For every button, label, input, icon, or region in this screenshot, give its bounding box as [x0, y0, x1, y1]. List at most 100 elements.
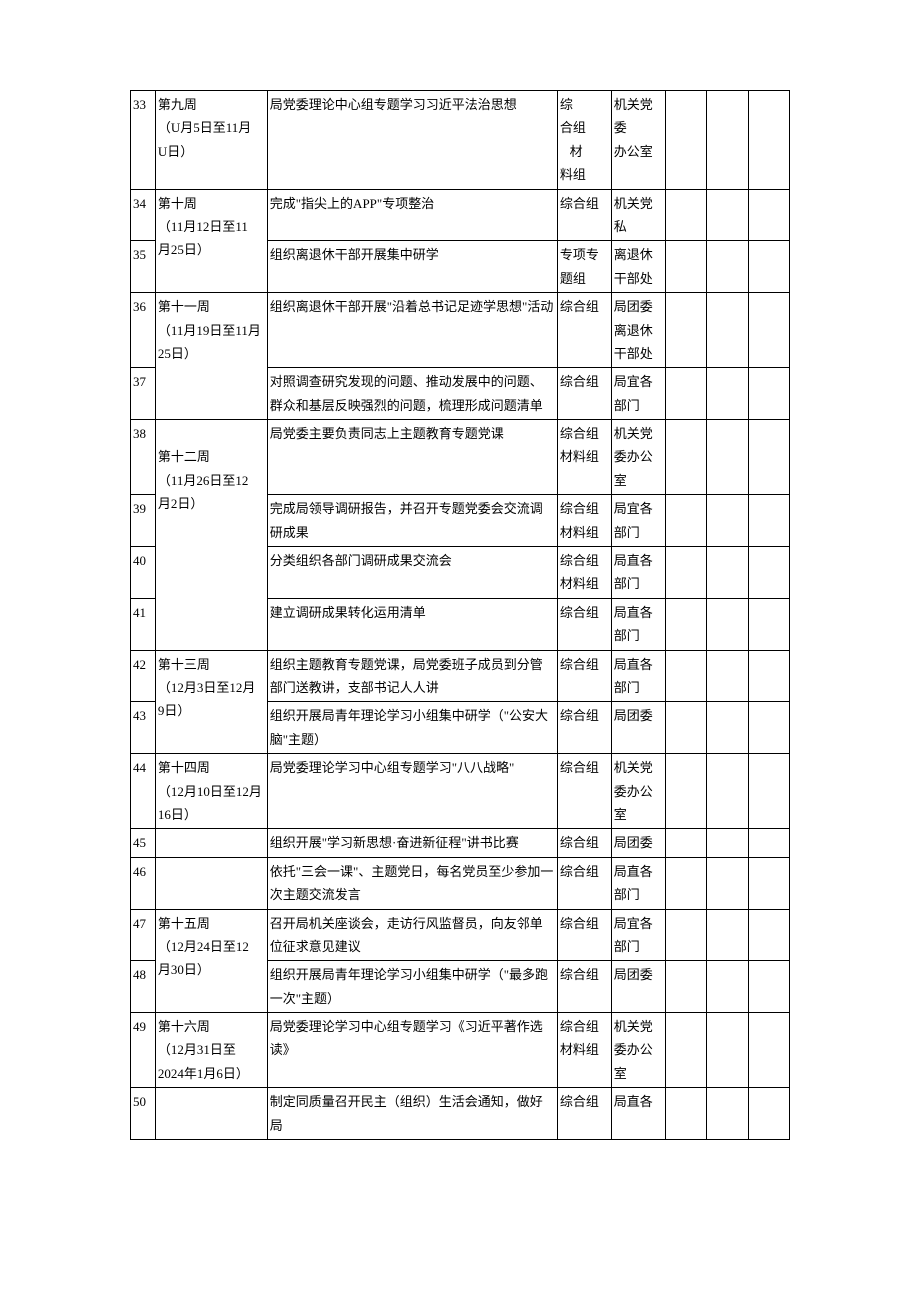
cell-task: 分类组织各部门调研成果交流会 [267, 547, 557, 599]
cell-no: 37 [131, 368, 156, 420]
cell-group: 综合组 [557, 702, 611, 754]
cell-task: 完成"指尖上的APP"专项整治 [267, 189, 557, 241]
cell-group: 综合组材料组 [557, 547, 611, 599]
cell-task: 组织离退休干部开展"沿着总书记足迹学思想"活动 [267, 293, 557, 368]
cell-dept: 局团委 [611, 829, 665, 857]
cell-dept: 局宜各部门 [611, 368, 665, 420]
cell-task: 局党委主要负责同志上主题教育专题党课 [267, 420, 557, 495]
table-row: 42 第十三周（12月3日至12月9日） 组织主题教育专题党课，局党委班子成员到… [131, 650, 790, 702]
cell-blank [748, 495, 790, 547]
cell-blank [748, 420, 790, 495]
cell-group: 综合组 [557, 754, 611, 829]
cell-blank [707, 547, 748, 599]
cell-blank [665, 420, 706, 495]
cell-blank [748, 241, 790, 293]
cell-group: 综合组 [557, 1088, 611, 1140]
cell-task: 组织开展"学习新思想·奋进新征程"讲书比赛 [267, 829, 557, 857]
cell-blank [707, 857, 748, 909]
cell-dept: 局直各部门 [611, 547, 665, 599]
cell-no: 35 [131, 241, 156, 293]
cell-week: 第十四周（12月10日至12月16日） [155, 754, 267, 829]
cell-group: 综合组 [557, 293, 611, 368]
cell-week: 第十二周（11月26日至12月2日） [155, 420, 267, 651]
cell-blank [748, 189, 790, 241]
cell-blank [748, 293, 790, 368]
cell-task: 局党委理论中心组专题学习习近平法治思想 [267, 91, 557, 190]
cell-group: 综合组 [557, 650, 611, 702]
table-row: 34 第十周（11月12日至11月25日） 完成"指尖上的APP"专项整治 综合… [131, 189, 790, 241]
cell-week [155, 857, 267, 909]
cell-week [155, 1088, 267, 1140]
cell-blank [665, 754, 706, 829]
cell-group: 综合组 [557, 857, 611, 909]
cell-week: 第十一周（11月19日至11月25日） [155, 293, 267, 420]
cell-blank [748, 547, 790, 599]
cell-no: 39 [131, 495, 156, 547]
table-row: 47 第十五周（12月24日至12月30日） 召开局机关座谈会，走访行风监督员，… [131, 909, 790, 961]
table-row: 46 依托"三会一课"、主题党日，每名党员至少参加一次主题交流发言 综合组 局直… [131, 857, 790, 909]
cell-blank [748, 1088, 790, 1140]
cell-blank [707, 495, 748, 547]
cell-blank [707, 368, 748, 420]
cell-group: 综合组 [557, 961, 611, 1013]
cell-no: 33 [131, 91, 156, 190]
cell-blank [665, 368, 706, 420]
cell-no: 46 [131, 857, 156, 909]
cell-blank [665, 857, 706, 909]
table-row: 38 第十二周（11月26日至12月2日） 局党委主要负责同志上主题教育专题党课… [131, 420, 790, 495]
cell-blank [707, 1013, 748, 1088]
cell-blank [665, 495, 706, 547]
cell-blank [665, 241, 706, 293]
cell-task: 局党委理论学习中心组专题学习《习近平著作选读》 [267, 1013, 557, 1088]
cell-no: 44 [131, 754, 156, 829]
cell-blank [707, 189, 748, 241]
cell-task: 召开局机关座谈会，走访行风监督员，向友邻单位征求意见建议 [267, 909, 557, 961]
cell-dept: 局直各 [611, 1088, 665, 1140]
cell-dept: 局宜各部门 [611, 495, 665, 547]
cell-task: 组织离退休干部开展集中研学 [267, 241, 557, 293]
cell-week: 第十周（11月12日至11月25日） [155, 189, 267, 293]
cell-blank [748, 829, 790, 857]
cell-week: 第十五周（12月24日至12月30日） [155, 909, 267, 1013]
cell-dept: 机关党委办公室 [611, 1013, 665, 1088]
cell-blank [707, 650, 748, 702]
cell-blank [665, 650, 706, 702]
cell-week: 第十六周（12月31日至2024年1月6日） [155, 1013, 267, 1088]
cell-group: 综合组材料组 [557, 1013, 611, 1088]
cell-blank [707, 961, 748, 1013]
cell-no: 50 [131, 1088, 156, 1140]
cell-no: 47 [131, 909, 156, 961]
cell-group: 综合组材料组 [557, 420, 611, 495]
cell-blank [707, 420, 748, 495]
cell-dept: 机关党委办公室 [611, 754, 665, 829]
cell-no: 40 [131, 547, 156, 599]
cell-blank [748, 1013, 790, 1088]
cell-no: 38 [131, 420, 156, 495]
cell-no: 34 [131, 189, 156, 241]
document-page: 33 第九周（U月5日至11月U日） 局党委理论中心组专题学习习近平法治思想 综… [0, 0, 920, 1200]
cell-no: 43 [131, 702, 156, 754]
cell-dept: 机关党委办公室 [611, 420, 665, 495]
table-row: 44 第十四周（12月10日至12月16日） 局党委理论学习中心组专题学习"八八… [131, 754, 790, 829]
cell-blank [707, 598, 748, 650]
cell-dept: 局团委 [611, 961, 665, 1013]
cell-blank [707, 241, 748, 293]
cell-blank [707, 829, 748, 857]
cell-group: 综合组材料组 [557, 495, 611, 547]
cell-dept: 局直各部门 [611, 650, 665, 702]
cell-no: 36 [131, 293, 156, 368]
cell-blank [748, 598, 790, 650]
cell-no: 45 [131, 829, 156, 857]
cell-blank [748, 754, 790, 829]
cell-no: 48 [131, 961, 156, 1013]
cell-blank [748, 91, 790, 190]
cell-blank [707, 702, 748, 754]
schedule-table: 33 第九周（U月5日至11月U日） 局党委理论中心组专题学习习近平法治思想 综… [130, 90, 790, 1140]
cell-task: 完成局领导调研报告，并召开专题党委会交流调研成果 [267, 495, 557, 547]
cell-blank [665, 293, 706, 368]
cell-blank [665, 909, 706, 961]
cell-blank [665, 702, 706, 754]
cell-blank [665, 1088, 706, 1140]
cell-task: 局党委理论学习中心组专题学习"八八战略" [267, 754, 557, 829]
cell-task: 依托"三会一课"、主题党日，每名党员至少参加一次主题交流发言 [267, 857, 557, 909]
